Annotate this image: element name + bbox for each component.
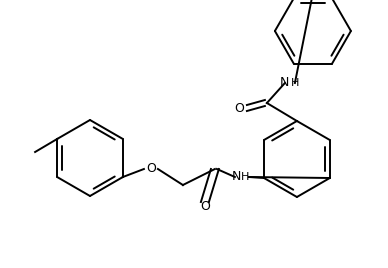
Text: H: H xyxy=(241,172,249,182)
Text: O: O xyxy=(200,200,210,214)
Text: O: O xyxy=(234,102,244,114)
Text: N: N xyxy=(280,76,289,90)
Text: O: O xyxy=(146,162,156,176)
Text: H: H xyxy=(291,78,299,88)
Text: N: N xyxy=(232,170,242,184)
